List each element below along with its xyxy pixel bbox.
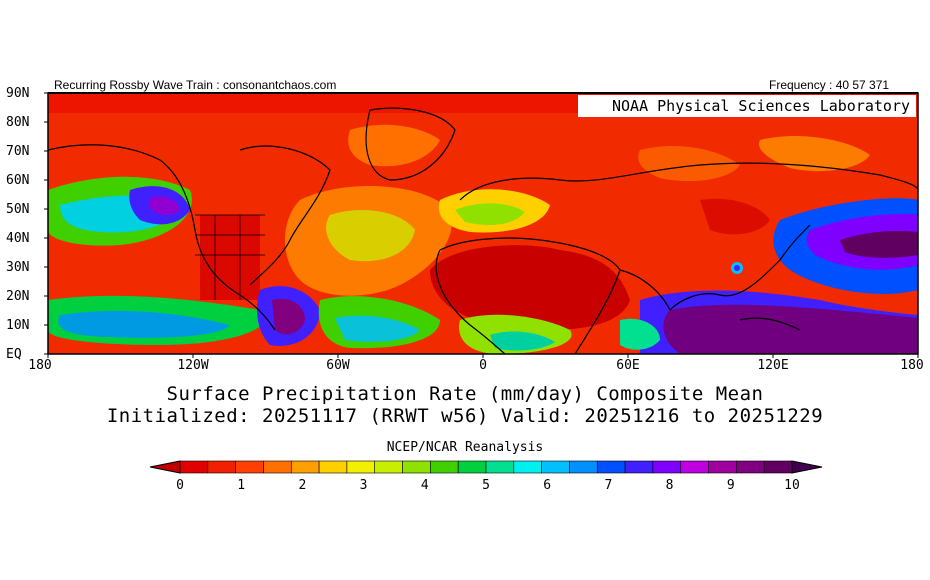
lon-tick-label: 60W xyxy=(326,358,350,373)
coastlines xyxy=(48,107,918,354)
colorbar-segment xyxy=(290,460,320,474)
lat-tick-label: EQ xyxy=(6,347,22,362)
colorbar-high-arrow xyxy=(791,460,823,474)
lat-tick-label: 70N xyxy=(6,144,30,159)
colorbar-segment xyxy=(263,460,292,474)
lon-tick-label: 180 xyxy=(28,358,52,373)
colorbar-segment xyxy=(207,460,236,474)
colorbar-segment xyxy=(485,460,515,474)
colorbar-tick-label: 3 xyxy=(359,478,368,493)
colorbar-tick-label: 0 xyxy=(176,478,184,493)
lon-tick-label: 0 xyxy=(479,358,487,373)
colorbar-tick-label: 6 xyxy=(543,478,552,493)
lat-tick-label: 50N xyxy=(6,202,30,217)
colorbar-segment xyxy=(513,460,542,474)
lat-tick-label: 80N xyxy=(6,115,30,130)
colorbar-segment xyxy=(569,460,598,474)
colorbar-tick-label: 5 xyxy=(482,478,490,493)
colorbar-segment xyxy=(652,460,682,474)
sahara-dry-area xyxy=(430,245,630,330)
colorbar-segment xyxy=(346,460,376,474)
lat-tick-label: 60N xyxy=(6,173,30,188)
data-source: NCEP/NCAR Reanalysis xyxy=(386,440,544,455)
colorbar-segment xyxy=(541,460,570,474)
colorbar-tick-label: 8 xyxy=(665,478,674,493)
header-left-text: Recurring Rossby Wave Train : consonantc… xyxy=(54,78,337,92)
colorbar-tick-label: 4 xyxy=(420,478,429,493)
colorbar-segment xyxy=(680,460,709,474)
colorbar-segment xyxy=(430,460,459,474)
colorbar-segment xyxy=(374,460,403,474)
colorbar-tick-label: 2 xyxy=(298,478,307,493)
figure-subtitle: Initialized: 20251117 (RRWT w56) Valid: … xyxy=(106,405,824,427)
colorbar-segment xyxy=(624,460,654,474)
colorbar-segment xyxy=(736,460,765,474)
lon-tick-label: 120E xyxy=(757,358,789,373)
lon-tick-label: 180 xyxy=(900,358,924,373)
colorbar-segment xyxy=(763,460,793,474)
colorbar-tick-label: 7 xyxy=(604,478,613,493)
header-right-text: Frequency : 40 57 371 xyxy=(769,78,890,92)
colorbar-segment xyxy=(457,460,487,474)
lat-tick-label: 10N xyxy=(6,318,30,333)
colorbar-segment xyxy=(179,460,209,474)
lat-tick-label: 30N xyxy=(6,260,30,275)
colorbar-tick-label: 1 xyxy=(237,478,246,493)
colorbar-segment xyxy=(708,460,737,474)
state-borders xyxy=(195,214,265,300)
colorbar-segment xyxy=(402,460,431,474)
colorbar-segment xyxy=(596,460,626,474)
lon-tick-label: 120W xyxy=(177,358,209,373)
colorbar-segment xyxy=(235,460,264,474)
map-credit: NOAA Physical Sciences Laboratory xyxy=(578,95,916,117)
colorbar-tick-label: 9 xyxy=(726,478,735,493)
colorbar-tick-label: 10 xyxy=(784,478,800,493)
lat-tick-label: 20N xyxy=(6,289,30,304)
lat-tick-label: 90N xyxy=(6,86,30,101)
colorbar-low-arrow xyxy=(149,460,181,474)
figure-title: Surface Precipitation Rate (mm/day) Comp… xyxy=(166,383,764,405)
colorbar-segment xyxy=(318,460,348,474)
lon-tick-label: 60E xyxy=(616,358,640,373)
lat-tick-label: 40N xyxy=(6,231,30,246)
